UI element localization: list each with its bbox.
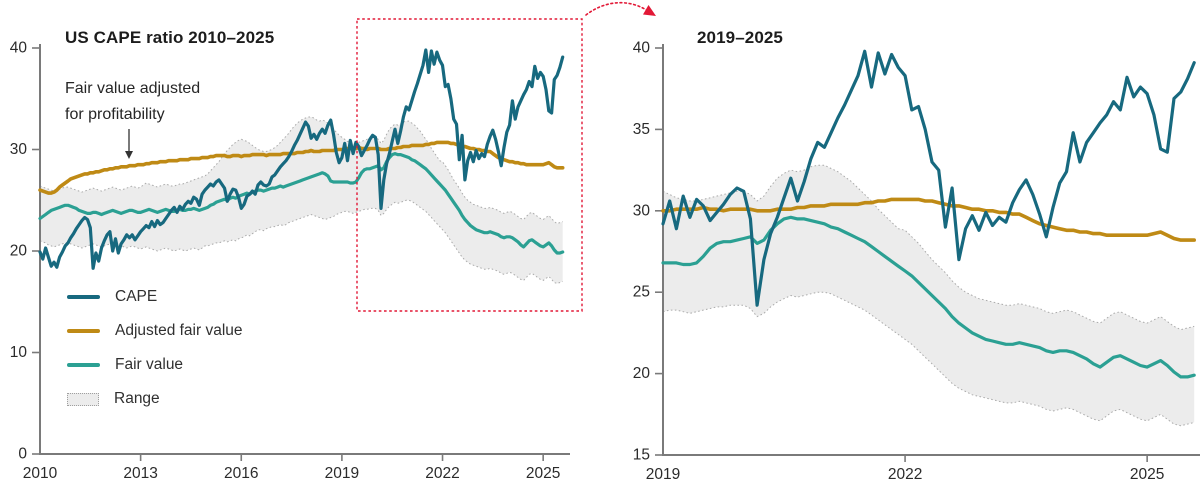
left-y-tick-label: 30	[10, 141, 28, 158]
left-y-tick-label: 20	[10, 243, 28, 260]
left-x-tick-label: 2019	[325, 465, 359, 482]
right-x-tick-label: 2019	[646, 466, 680, 483]
left-x-tick-label: 2013	[123, 465, 157, 482]
legend-item-fair-value: Fair value	[67, 353, 243, 377]
legend-label-fair-value: Fair value	[115, 356, 184, 373]
adjusted-fair-value-line-swatch	[67, 329, 100, 333]
left-x-tick-label: 2010	[23, 465, 58, 482]
right-cape-line	[661, 49, 1196, 307]
legend-label-cape: CAPE	[115, 288, 158, 305]
left-x-tick-label: 2016	[224, 465, 258, 482]
left-x-tick-label: 2022	[425, 465, 459, 482]
right-x-tick-label: 2022	[888, 466, 922, 483]
legend-label-range: Range	[114, 390, 160, 407]
annotation-line-2: for profitability	[65, 106, 165, 123]
right-range-lower-edge	[662, 291, 1195, 427]
right-y-tick-label: 40	[633, 40, 651, 57]
right-range-band	[663, 165, 1195, 426]
left-fair-value-line	[38, 152, 565, 255]
annotation-arrow-icon	[125, 129, 133, 159]
range-band-swatch	[67, 392, 99, 406]
fair-value-line-swatch	[67, 363, 100, 367]
annotation-fair-value-adjusted: Fair value adjusted for profitability	[65, 76, 200, 128]
left-range-lower-edge	[39, 199, 563, 285]
left-y-tick-label: 40	[10, 40, 28, 57]
legend-item-adjusted-fair-value: Adjusted fair value	[67, 319, 243, 343]
right-range-upper-edge	[662, 164, 1195, 331]
left-range-band	[40, 117, 563, 284]
right-panel-title: 2019–2025	[697, 28, 783, 47]
legend-label-adjusted-fair-value: Adjusted fair value	[115, 322, 243, 339]
left-range-upper-edge	[39, 116, 563, 225]
legend-item-cape: CAPE	[67, 285, 243, 309]
left-x-tick-label: 2025	[526, 465, 560, 482]
left-cape-line	[38, 48, 565, 270]
right-adjusted-fair-value-line	[661, 197, 1196, 242]
zoom-arrow-head-icon	[643, 5, 656, 16]
zoom-region-rect	[356, 18, 583, 312]
annotation-line-1: Fair value adjusted	[65, 80, 201, 97]
legend: CAPE Adjusted fair value Fair value Rang…	[67, 285, 243, 421]
left-y-tick-label: 0	[18, 446, 27, 463]
right-y-tick-label: 30	[633, 202, 651, 219]
right-x-tick-label: 2025	[1130, 466, 1164, 483]
right-y-tick-label: 20	[633, 365, 651, 382]
left-panel-title: US CAPE ratio 2010–2025	[65, 28, 275, 47]
legend-item-range: Range	[67, 387, 243, 411]
left-y-tick-label: 10	[10, 344, 28, 361]
cape-line-swatch	[67, 295, 100, 299]
zoom-arrow-curve	[585, 1, 649, 16]
right-y-tick-label: 15	[633, 447, 650, 464]
right-y-tick-label: 35	[633, 121, 650, 138]
right-y-tick-label: 25	[633, 284, 650, 301]
